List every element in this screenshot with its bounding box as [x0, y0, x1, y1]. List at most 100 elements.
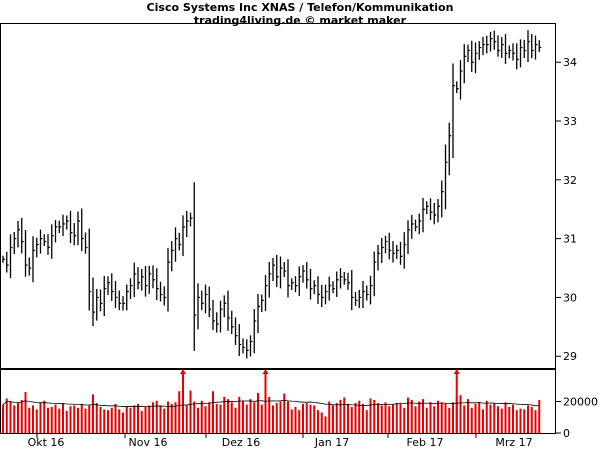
volume-bar — [399, 403, 402, 433]
price-bar — [317, 276, 320, 304]
volume-bar — [279, 401, 282, 433]
chart-header: Cisco Systems Inc XNAS / Telefon/Kommuni… — [0, 0, 600, 27]
volume-bar — [407, 397, 409, 433]
price-bar — [523, 39, 527, 59]
price-bar — [279, 256, 283, 289]
chart-title: Cisco Systems Inc XNAS / Telefon/Kommuni… — [146, 1, 454, 14]
volume-bar — [538, 399, 541, 433]
price-bar — [313, 280, 317, 295]
volume-bar — [369, 398, 372, 433]
volume-bar — [43, 400, 46, 433]
price-bar — [456, 81, 459, 94]
volume-bar — [422, 399, 424, 433]
price-bar — [216, 312, 219, 333]
price-bar — [189, 212, 193, 227]
volume-bar — [497, 406, 499, 433]
volume-bar — [478, 402, 481, 433]
price-bar — [58, 220, 62, 234]
volume-bar — [114, 403, 117, 433]
volume-bar — [170, 403, 173, 433]
price-bar — [238, 324, 242, 356]
price-bar — [249, 335, 253, 357]
volume-bar — [223, 396, 226, 433]
volume-bar — [287, 401, 289, 433]
volume-bar — [58, 408, 61, 433]
price-bar — [504, 34, 508, 64]
price-bar — [459, 60, 463, 100]
volume-bar — [249, 399, 252, 433]
price-bar — [96, 288, 99, 321]
price-bar — [167, 248, 170, 312]
price-bar — [261, 294, 264, 313]
price-bar — [347, 272, 350, 290]
volume-bar — [92, 394, 94, 433]
volume-bar — [260, 404, 263, 433]
volume-bar — [365, 410, 368, 433]
price-bar — [328, 276, 332, 301]
volume-bar — [425, 407, 428, 433]
price-bar — [534, 35, 538, 60]
price-bar — [144, 265, 148, 297]
price-bar — [388, 232, 392, 260]
price-bar — [2, 255, 5, 263]
price-bar — [77, 211, 80, 246]
price-bar — [272, 257, 275, 282]
volume-bar — [9, 401, 12, 433]
price-bar — [13, 231, 17, 255]
volume-bar — [309, 404, 312, 433]
price-bar — [474, 42, 478, 74]
volume-cap-arrowhead — [262, 369, 269, 374]
time-axis-label: Jan 17 — [314, 436, 349, 449]
price-bar — [88, 228, 92, 311]
price-bar — [43, 234, 47, 246]
price-bar — [133, 262, 137, 298]
price-bar — [141, 268, 144, 291]
price-bar — [276, 254, 279, 288]
volume-bar — [444, 403, 447, 433]
volume-bar — [347, 403, 349, 433]
volume-bar — [230, 402, 233, 433]
price-bar — [418, 213, 422, 235]
price-bar — [426, 201, 429, 215]
price-bar — [73, 222, 77, 246]
volume-bar — [253, 402, 256, 433]
price-bar — [486, 35, 489, 54]
price-bar — [118, 290, 122, 311]
volume-axis-label: 20000 — [563, 396, 598, 409]
chart-subtitle: trading4living.de © market maker — [193, 14, 407, 27]
volume-bar — [380, 405, 383, 433]
price-bar — [223, 295, 227, 318]
volume-bar — [328, 401, 331, 433]
volume-bar — [84, 408, 87, 433]
price-bar — [6, 251, 9, 273]
volume-bar — [219, 404, 222, 433]
volume-bar — [140, 410, 143, 433]
volume-bar — [234, 407, 237, 433]
volume-bar — [185, 405, 188, 433]
volume-bar — [103, 409, 106, 433]
price-bar — [148, 265, 152, 294]
volume-bar — [107, 410, 109, 433]
price-bar — [309, 268, 313, 300]
price-bar — [463, 44, 467, 84]
volume-bar — [324, 416, 327, 433]
price-bar — [429, 198, 433, 221]
volume-bar — [73, 405, 76, 433]
volume-bar — [200, 400, 203, 433]
volume-bar — [523, 409, 526, 433]
price-bar — [163, 286, 167, 306]
volume-bar — [350, 407, 353, 433]
volume-bar — [95, 403, 98, 433]
price-bar — [17, 220, 20, 248]
volume-bar — [99, 407, 102, 433]
price-bar — [516, 43, 519, 70]
volume-bar — [212, 391, 214, 433]
price-bar — [107, 276, 110, 295]
volume-bar — [174, 402, 177, 433]
volume-bar — [485, 400, 488, 433]
price-bar — [69, 210, 73, 244]
volume-bar — [159, 406, 162, 433]
volume-bar — [69, 406, 72, 433]
volume-bar — [129, 407, 132, 433]
volume-bar — [388, 406, 391, 433]
